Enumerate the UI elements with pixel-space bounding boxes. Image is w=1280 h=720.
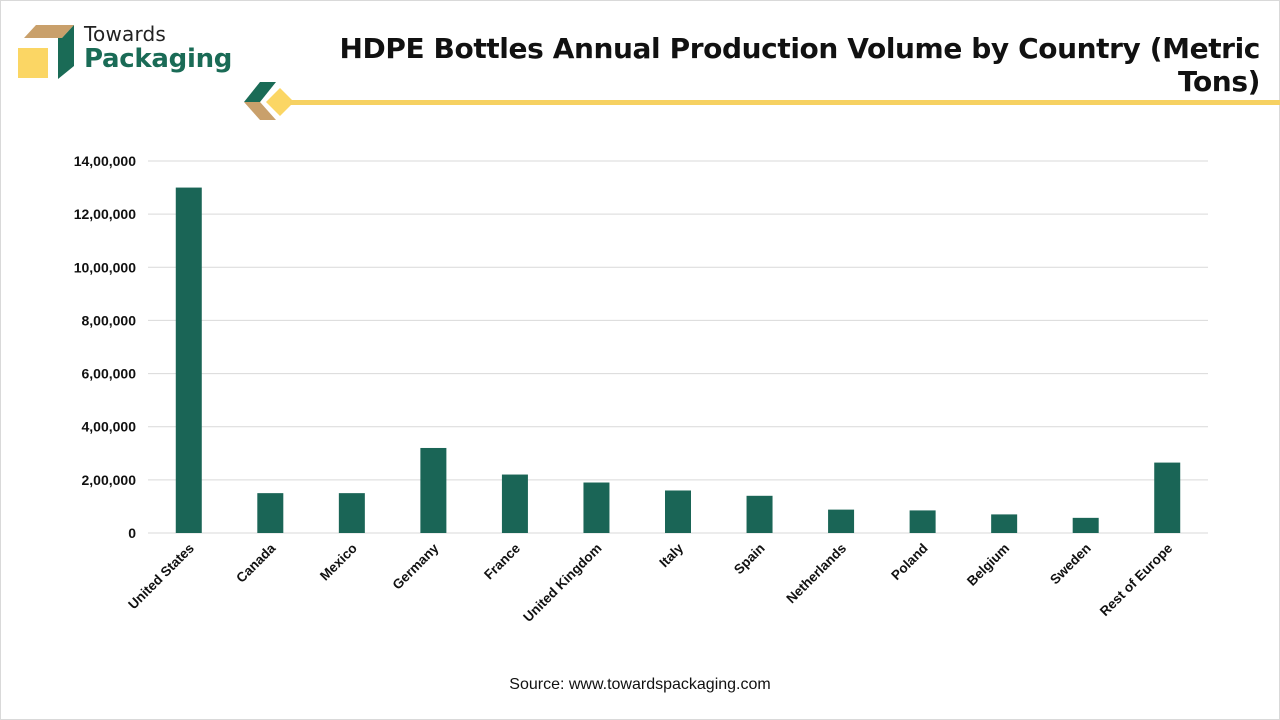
y-tick-label: 8,00,000 (82, 312, 137, 328)
bar (665, 490, 691, 533)
y-tick-label: 0 (128, 525, 136, 541)
x-tick-label: Poland (888, 541, 930, 583)
x-tick-label: Netherlands (783, 541, 849, 607)
bar (828, 509, 855, 533)
y-tick-label: 6,00,000 (82, 366, 137, 382)
bar-chart: 0 2,00,000 4,00,000 6,00,000 8,00,000 10,00,0… (74, 153, 1208, 625)
source-note: Source: www.towardspackaging.com (509, 676, 771, 693)
y-tick-label: 14,00,000 (74, 153, 136, 169)
bar (175, 187, 202, 534)
title-rule (290, 100, 1280, 105)
x-tick-label: France (481, 540, 523, 582)
y-tick-label: 2,00,000 (82, 472, 137, 488)
x-tick-label: Mexico (317, 541, 360, 584)
x-tick-label: Rest of Europe (1097, 540, 1176, 619)
title-decoration-icon (244, 82, 294, 120)
brand-name-top: Towards (84, 22, 167, 46)
bar (420, 447, 447, 533)
bar (1154, 462, 1181, 533)
y-tick-label: 4,00,000 (82, 419, 137, 435)
x-tick-label: United Kingdom (520, 541, 604, 625)
bar (257, 493, 284, 533)
bar (1072, 517, 1099, 533)
bar (501, 474, 528, 533)
x-tick-label: Spain (731, 541, 768, 578)
bar (991, 514, 1018, 533)
chart-title: HDPE Bottles Annual Production Volume by… (339, 32, 1260, 98)
y-tick-label: 10,00,000 (74, 259, 136, 275)
bar (909, 510, 936, 533)
box-logo-icon (18, 25, 74, 79)
brand-name-bottom: Packaging (84, 44, 233, 74)
x-tick-label: Belgium (964, 541, 1012, 589)
bar (338, 493, 365, 533)
x-tick-label: Canada (233, 540, 278, 585)
bar (746, 495, 773, 533)
y-tick-label: 12,00,000 (74, 206, 136, 222)
x-tick-label: United States (125, 541, 197, 613)
brand-logo: Towards Packaging (18, 22, 258, 82)
bar (583, 482, 610, 533)
x-tick-label: Italy (656, 540, 686, 570)
x-tick-label: Sweden (1047, 541, 1094, 588)
x-tick-label: Germany (390, 540, 442, 592)
